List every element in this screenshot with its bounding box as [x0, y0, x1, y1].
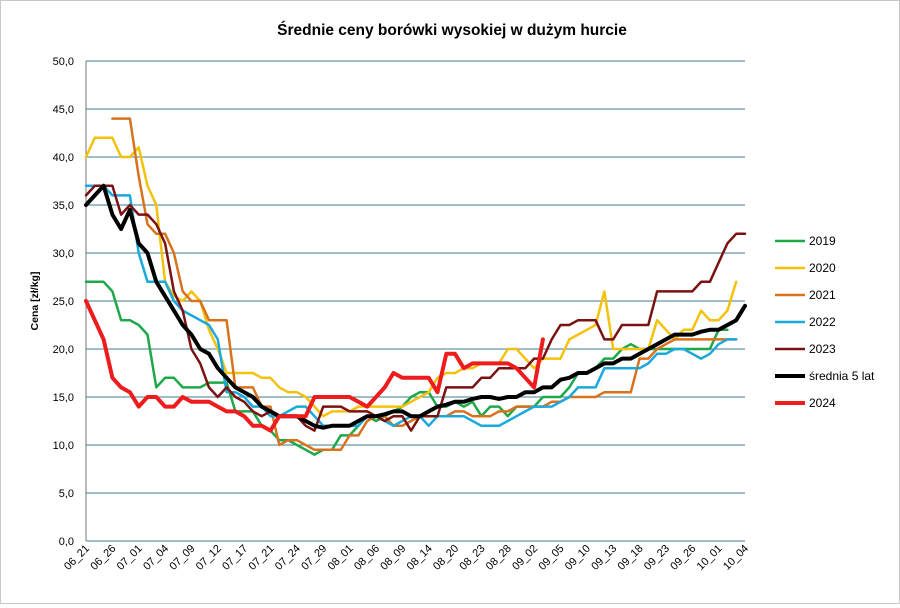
legend-item: 2019	[775, 234, 836, 248]
y-tick-label: 5,0	[59, 488, 74, 500]
x-tick-label: 09_13	[589, 543, 619, 573]
legend-item: 2020	[775, 261, 836, 275]
legend-item: 2021	[775, 288, 836, 302]
y-tick-label: 25,0	[53, 296, 74, 308]
x-tick-label: 07_01	[115, 543, 145, 573]
y-tick-label: 30,0	[53, 248, 74, 260]
legend-label: 2023	[809, 342, 836, 356]
legend-label: 2021	[809, 288, 836, 302]
legend-item: średnia 5 lat	[775, 369, 875, 383]
y-tick-labels: 0,0 5,0 10,0 15,0 20,0 25,0 30,0 35,0 40,0 45,0 50…	[53, 56, 74, 548]
x-tick-label: 10_04	[721, 543, 751, 573]
y-tick-label: 35,0	[53, 200, 74, 212]
x-tick-label: 10_01	[695, 543, 725, 573]
x-tick-label: 08_01	[326, 543, 356, 573]
x-tick-label: 08_28	[484, 543, 514, 573]
series-line-2020	[84, 136, 738, 418]
series-line-średnia-5-lat	[84, 183, 747, 430]
legend-item: 2024	[775, 396, 836, 410]
x-tick-label: 07_29	[299, 543, 329, 573]
x-tick-label: 09_10	[563, 543, 593, 573]
series-line-2024	[84, 299, 545, 433]
x-tick-label: 07_21	[247, 543, 277, 573]
x-tick-label: 09_02	[510, 543, 540, 573]
legend-item: 2022	[775, 315, 836, 329]
x-tick-label: 07_12	[194, 543, 224, 573]
x-tick-labels: 06_2106_2607_0107_0407_0907_1207_1707_21…	[62, 543, 751, 573]
x-tick-label: 07_24	[273, 543, 303, 573]
x-tick-label: 08_14	[405, 543, 435, 573]
grid-lines	[85, 60, 745, 542]
x-tick-label: 08_06	[352, 543, 382, 573]
legend-label: 2019	[809, 234, 836, 248]
x-tick-label: 09_18	[616, 543, 646, 573]
x-tick-label: 07_04	[141, 543, 171, 573]
y-tick-label: 10,0	[53, 440, 74, 452]
x-tick-label: 08_23	[457, 543, 487, 573]
legend-item: 2023	[775, 342, 836, 356]
legend: 2019 2020 2021 2022 2023 średnia 5 lat 2024	[775, 234, 875, 410]
chart-title: Średnie ceny borówki wysokiej w dużym hu…	[277, 21, 627, 39]
y-axis-label: Cena [zł/kg]	[29, 272, 41, 331]
legend-label: 2024	[809, 396, 836, 410]
y-tick-label: 0,0	[59, 536, 74, 548]
x-tick-label: 06_26	[88, 543, 118, 573]
y-tick-label: 45,0	[53, 104, 74, 116]
x-tick-label: 09_26	[668, 543, 698, 573]
x-tick-label: 08_09	[378, 543, 408, 573]
y-tick-label: 50,0	[53, 56, 74, 68]
x-tick-label: 09_05	[536, 543, 566, 573]
x-tick-label: 07_17	[220, 543, 250, 573]
y-tick-label: 20,0	[53, 344, 74, 356]
y-tick-label: 15,0	[53, 392, 74, 404]
series-line-2023	[84, 184, 747, 432]
series-line-2019	[84, 280, 729, 456]
legend-label: 2022	[809, 315, 836, 329]
series-layer	[84, 117, 747, 456]
legend-label: 2020	[809, 261, 836, 275]
y-tick-label: 40,0	[53, 152, 74, 164]
x-tick-label: 07_09	[167, 543, 197, 573]
legend-label: średnia 5 lat	[809, 369, 875, 383]
x-tick-label: 09_23	[642, 543, 672, 573]
series-line-2022	[84, 184, 738, 428]
x-tick-label: 08_20	[431, 543, 461, 573]
